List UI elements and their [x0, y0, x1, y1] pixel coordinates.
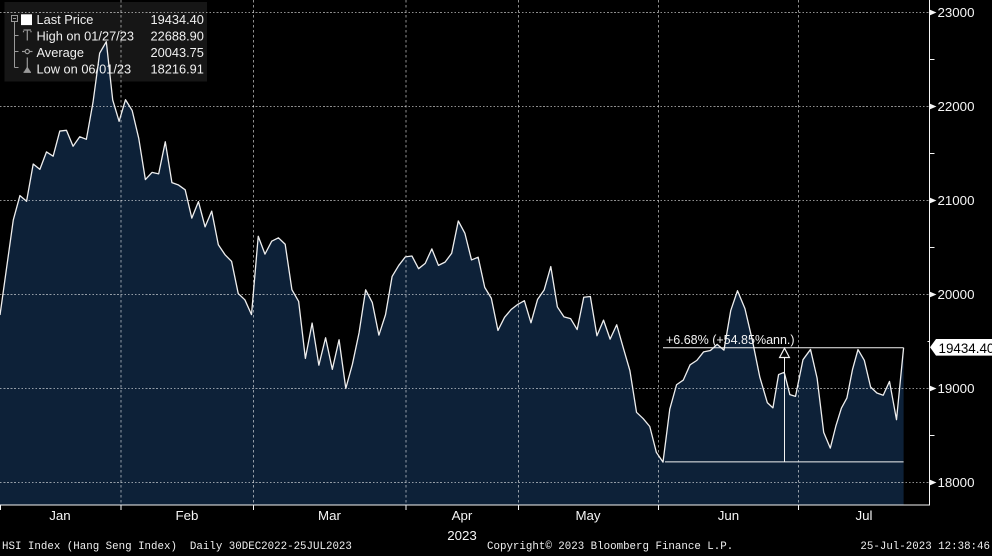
svg-text:Jan: Jan — [49, 508, 70, 523]
svg-text:Apr: Apr — [452, 508, 473, 523]
svg-text:Feb: Feb — [176, 508, 199, 523]
svg-text:21000: 21000 — [938, 193, 975, 208]
svg-text:20000: 20000 — [938, 287, 975, 302]
svg-text:2023: 2023 — [447, 528, 477, 543]
svg-text:Last Price: Last Price — [37, 12, 94, 27]
svg-text:May: May — [575, 508, 600, 523]
svg-text:High on 01/27/23: High on 01/27/23 — [37, 29, 134, 44]
svg-text:20043.75: 20043.75 — [151, 45, 204, 60]
svg-text:18216.91: 18216.91 — [151, 62, 204, 77]
svg-text:Average: Average — [37, 45, 84, 60]
svg-text:+6.68% (+54.85%ann.): +6.68% (+54.85%ann.) — [666, 333, 795, 347]
svg-text:Jul: Jul — [856, 508, 873, 523]
svg-text:Mar: Mar — [318, 508, 341, 523]
svg-text:Jun: Jun — [718, 508, 739, 523]
svg-text:22000: 22000 — [938, 99, 975, 114]
svg-text:19434.40: 19434.40 — [151, 12, 204, 27]
svg-text:Low on 06/01/23: Low on 06/01/23 — [37, 62, 132, 77]
svg-text:22688.90: 22688.90 — [151, 29, 204, 44]
svg-text:23000: 23000 — [938, 5, 975, 20]
svg-text:19434.40: 19434.40 — [939, 341, 992, 356]
svg-text:18000: 18000 — [938, 475, 975, 490]
svg-text:19000: 19000 — [938, 381, 975, 396]
